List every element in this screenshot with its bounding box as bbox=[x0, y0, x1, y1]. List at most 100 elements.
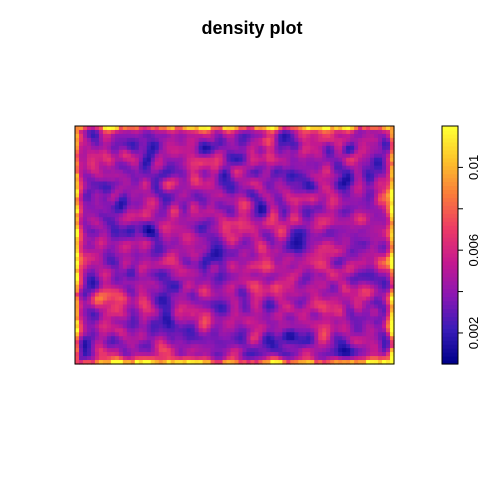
heatmap-cell bbox=[314, 225, 319, 230]
heatmap-cell bbox=[322, 285, 327, 290]
heatmap-cell bbox=[254, 289, 259, 294]
heatmap-cell bbox=[235, 166, 240, 171]
heatmap-cell bbox=[362, 293, 367, 298]
heatmap-cell bbox=[119, 209, 124, 214]
heatmap-cell bbox=[338, 189, 343, 194]
heatmap-cell bbox=[199, 289, 204, 294]
heatmap-cell bbox=[231, 233, 236, 238]
heatmap-cell bbox=[286, 312, 291, 317]
heatmap-cell bbox=[107, 356, 112, 361]
heatmap-cell bbox=[83, 289, 88, 294]
heatmap-cell bbox=[246, 356, 251, 361]
heatmap-cell bbox=[238, 297, 243, 302]
heatmap-cell bbox=[163, 261, 168, 266]
heatmap-cell bbox=[274, 273, 279, 278]
heatmap-cell bbox=[358, 182, 363, 187]
heatmap-cell bbox=[115, 305, 120, 310]
heatmap-cell bbox=[127, 316, 132, 321]
heatmap-cell bbox=[298, 257, 303, 262]
heatmap-cell bbox=[107, 305, 112, 310]
heatmap-cell bbox=[242, 261, 247, 266]
heatmap-cell bbox=[171, 193, 176, 198]
heatmap-cell bbox=[107, 340, 112, 345]
heatmap-cell bbox=[310, 340, 315, 345]
heatmap-cell bbox=[302, 257, 307, 262]
heatmap-cell bbox=[227, 297, 232, 302]
heatmap-cell bbox=[386, 130, 391, 135]
heatmap-cell bbox=[195, 269, 200, 274]
heatmap-cell bbox=[358, 301, 363, 306]
heatmap-cell bbox=[338, 182, 343, 187]
heatmap-cell bbox=[99, 205, 104, 210]
heatmap-cell bbox=[282, 182, 287, 187]
heatmap-cell bbox=[306, 217, 311, 222]
heatmap-cell bbox=[274, 174, 279, 179]
heatmap-cell bbox=[203, 162, 208, 167]
heatmap-cell bbox=[187, 285, 192, 290]
heatmap-cell bbox=[91, 237, 96, 242]
heatmap-cell bbox=[167, 233, 172, 238]
heatmap-cell bbox=[342, 245, 347, 250]
heatmap-cell bbox=[179, 138, 184, 143]
heatmap-cell bbox=[258, 170, 263, 175]
heatmap-cell bbox=[350, 328, 355, 333]
heatmap-cell bbox=[366, 241, 371, 246]
heatmap-cell bbox=[386, 312, 391, 317]
heatmap-cell bbox=[139, 138, 144, 143]
heatmap-cell bbox=[99, 213, 104, 218]
heatmap-cell bbox=[107, 332, 112, 337]
heatmap-cell bbox=[167, 312, 172, 317]
heatmap-cell bbox=[306, 305, 311, 310]
heatmap-cell bbox=[99, 217, 104, 222]
heatmap-cell bbox=[131, 158, 136, 163]
heatmap-cell bbox=[171, 178, 176, 183]
heatmap-cell bbox=[159, 146, 164, 151]
heatmap-cell bbox=[83, 205, 88, 210]
heatmap-cell bbox=[195, 273, 200, 278]
heatmap-cell bbox=[167, 162, 172, 167]
heatmap-cell bbox=[334, 162, 339, 167]
heatmap-cell bbox=[310, 158, 315, 163]
heatmap-cell bbox=[298, 221, 303, 226]
heatmap-cell bbox=[103, 217, 108, 222]
heatmap-cell bbox=[262, 332, 267, 337]
heatmap-cell bbox=[131, 201, 136, 206]
heatmap-cell bbox=[350, 301, 355, 306]
heatmap-cell bbox=[203, 332, 208, 337]
heatmap-cell bbox=[99, 265, 104, 270]
heatmap-cell bbox=[139, 277, 144, 282]
heatmap-cell bbox=[231, 277, 236, 282]
heatmap-cell bbox=[338, 308, 343, 313]
heatmap-cell bbox=[187, 134, 192, 139]
heatmap-cell bbox=[350, 285, 355, 290]
heatmap-cell bbox=[350, 126, 355, 131]
heatmap-cell bbox=[326, 154, 331, 159]
colorbar-segment bbox=[442, 146, 458, 151]
heatmap-cell bbox=[143, 150, 148, 155]
heatmap-cell bbox=[346, 308, 351, 313]
heatmap-cell bbox=[183, 205, 188, 210]
heatmap-cell bbox=[242, 217, 247, 222]
heatmap-cell bbox=[318, 249, 323, 254]
heatmap-cell bbox=[294, 166, 299, 171]
heatmap-cell bbox=[75, 186, 80, 191]
heatmap-cell bbox=[195, 154, 200, 159]
heatmap-cell bbox=[123, 241, 128, 246]
colorbar-segment bbox=[442, 142, 458, 147]
heatmap-cell bbox=[107, 221, 112, 226]
heatmap-cell bbox=[306, 245, 311, 250]
heatmap-cell bbox=[79, 352, 84, 357]
heatmap-cell bbox=[278, 197, 283, 202]
heatmap-cell bbox=[330, 201, 335, 206]
heatmap-cell bbox=[91, 134, 96, 139]
heatmap-cell bbox=[115, 170, 120, 175]
heatmap-cell bbox=[370, 316, 375, 321]
heatmap-cell bbox=[338, 261, 343, 266]
heatmap-cell bbox=[306, 229, 311, 234]
heatmap-cell bbox=[203, 269, 208, 274]
heatmap-cell bbox=[235, 229, 240, 234]
heatmap-cell bbox=[163, 138, 168, 143]
heatmap-cell bbox=[203, 146, 208, 151]
heatmap-cell bbox=[254, 170, 259, 175]
heatmap-cell bbox=[270, 285, 275, 290]
